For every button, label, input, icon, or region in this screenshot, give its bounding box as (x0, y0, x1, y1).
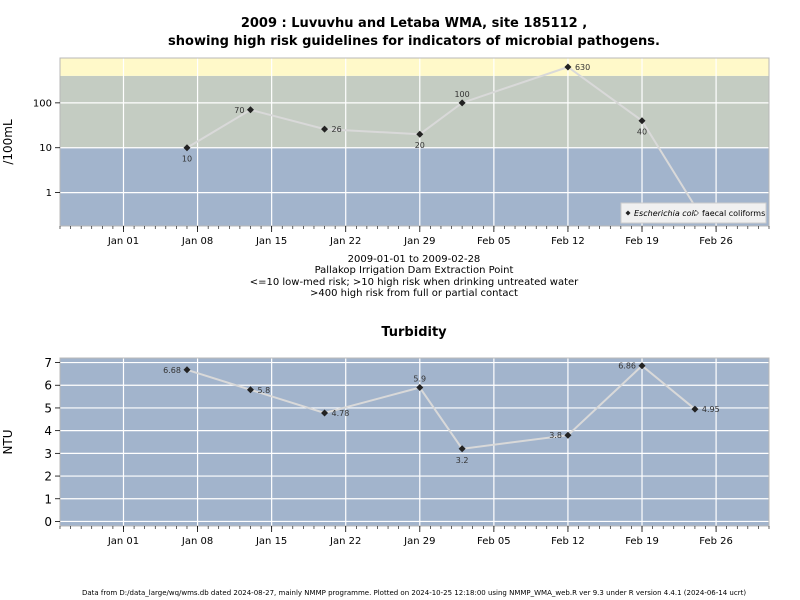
x-tick-label-6: Feb 12 (551, 536, 585, 547)
data-label: 20 (415, 141, 425, 150)
data-label: 4.95 (702, 405, 720, 414)
x-tick-label-0: Jan 01 (107, 236, 139, 247)
y-tick-label-2: 2 (44, 470, 52, 484)
data-point-marker (183, 366, 191, 374)
x-tick-label-1: Jan 08 (181, 236, 213, 247)
data-point-marker (183, 144, 191, 152)
x-tick-label-3: Jan 22 (329, 236, 361, 247)
data-label: 5.8 (257, 386, 270, 395)
x-tick-label-4: Jan 29 (403, 236, 435, 247)
y-tick-label-1: 1 (44, 492, 52, 506)
y-tick-label-3: 3 (44, 447, 52, 461)
plot-frame (59, 357, 770, 527)
series-line-0 (186, 364, 696, 450)
legend-marker-0 (625, 210, 631, 216)
data-label: 3.8 (549, 431, 562, 440)
data-label: 10 (182, 155, 192, 164)
data-label: 5.9 (413, 375, 426, 384)
y-tick-label-1: 10 (39, 143, 52, 154)
y-tick-label-4: 4 (44, 424, 52, 438)
data-point-marker (691, 405, 699, 413)
chart-title-line1: 2009 : Luvuvhu and Letaba WMA, site 1851… (241, 16, 587, 31)
x-tick-label-5: Feb 05 (477, 236, 511, 247)
caption-risk-contact: >400 high risk from full or partial cont… (310, 288, 518, 299)
x-tick-label-3: Jan 22 (329, 536, 361, 547)
data-label: 6.68 (163, 366, 181, 375)
risk-band-1 (60, 75, 769, 148)
data-point-marker (321, 125, 329, 133)
data-point-marker (458, 99, 466, 107)
series-line-0 (186, 65, 696, 207)
data-label: 4.78 (332, 409, 350, 418)
x-tick-label-0: Jan 01 (107, 536, 139, 547)
legend-marker-1 (693, 210, 699, 216)
data-label: 6.86 (618, 362, 636, 371)
y-tick-label-6: 6 (44, 379, 52, 393)
data-point-marker (416, 130, 424, 138)
y-axis-label: /100mL (1, 119, 15, 165)
y-tick-label-0: 1 (46, 188, 52, 199)
data-point-marker (246, 386, 254, 394)
x-tick-label-5: Feb 05 (477, 536, 511, 547)
caption-date-range: 2009-01-01 to 2009-02-28 (348, 254, 481, 265)
x-tick-label-8: Feb 26 (699, 536, 733, 547)
data-label: 40 (637, 128, 647, 137)
x-tick-label-8: Feb 26 (699, 236, 733, 247)
chart-title-line2: showing high risk guidelines for indicat… (168, 34, 660, 49)
y-tick-label-7: 7 (44, 356, 52, 370)
data-point-marker (638, 117, 646, 125)
x-tick-label-2: Jan 15 (255, 536, 287, 547)
data-label: 26 (332, 125, 342, 134)
data-label: 630 (575, 63, 590, 72)
y-tick-label-0: 0 (44, 515, 52, 529)
data-point-marker (564, 431, 572, 439)
data-point-marker (246, 106, 254, 114)
x-tick-label-1: Jan 08 (181, 536, 213, 547)
legend-entry-1: faecal coliforms (702, 209, 765, 218)
y-tick-label-2: 100 (33, 98, 52, 109)
data-point-marker (564, 63, 572, 71)
data-point-marker (321, 409, 329, 417)
plot-frame (59, 57, 770, 227)
risk-band-0 (60, 358, 769, 526)
legend-entry-0: Escherichia coli (634, 209, 697, 218)
x-tick-label-7: Feb 19 (625, 236, 659, 247)
data-point-marker (638, 362, 646, 370)
turbidity-plot: Jan 01 Jan 08 Jan 15 Jan 22 Jan 29 Feb 05 Feb … (1, 356, 770, 547)
x-tick-label-6: Feb 12 (551, 236, 585, 247)
x-tick-label-7: Feb 19 (625, 536, 659, 547)
risk-band-2 (60, 58, 769, 76)
y-tick-label-5: 5 (44, 401, 52, 415)
data-label: 100 (454, 90, 469, 99)
data-point-marker (416, 384, 424, 392)
turbidity-title: Turbidity (381, 325, 447, 340)
ecoli-plot: Jan 01 Jan 08 Jan 15 Jan 22 Jan 29 Feb 05 Feb … (1, 57, 770, 247)
y-axis-label: NTU (1, 429, 15, 454)
x-tick-label-4: Jan 29 (403, 536, 435, 547)
footer-note: Data from D:/data_large/wq/wms.db dated … (82, 589, 746, 597)
x-tick-label-2: Jan 15 (255, 236, 287, 247)
caption-site-name: Pallakop Irrigation Dam Extraction Point (315, 265, 514, 276)
data-label: 3.2 (456, 456, 469, 465)
data-label: 70 (234, 106, 244, 115)
caption-risk-drinking: <=10 low-med risk; >10 high risk when dr… (250, 277, 579, 288)
data-point-marker (458, 445, 466, 453)
